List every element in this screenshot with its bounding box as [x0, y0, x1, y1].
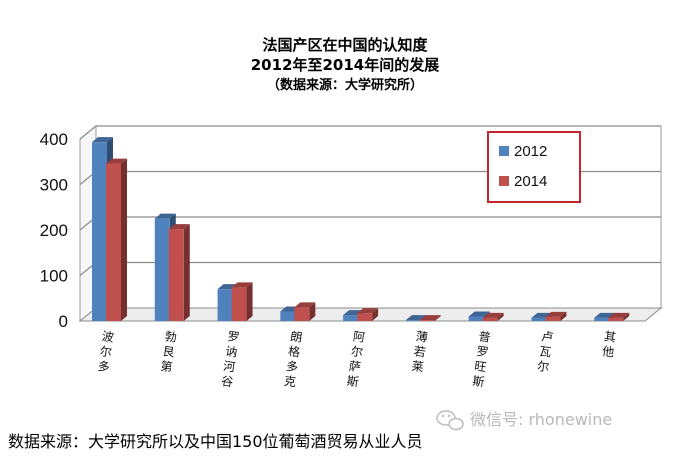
- bar-2014-6: [419, 315, 441, 321]
- x-tick-label: 罗讷河谷: [220, 329, 240, 389]
- bar-top: [545, 311, 567, 317]
- bar-side: [309, 302, 316, 321]
- bar-side: [183, 224, 190, 321]
- bar-top: [294, 302, 316, 308]
- bar-front: [608, 317, 624, 321]
- bar-front: [217, 289, 233, 321]
- bar-front: [357, 313, 373, 321]
- gridline: [79, 125, 661, 140]
- x-tick-label: 勃艮第: [160, 329, 178, 374]
- bar-front: [594, 317, 610, 321]
- bar-top: [482, 312, 504, 318]
- y-tick-label: 100: [40, 267, 68, 286]
- bar-front: [545, 316, 561, 321]
- x-tick-label: 卢瓦尔: [536, 328, 554, 374]
- x-tick-label: 朗格多克: [283, 329, 303, 389]
- bar-front: [531, 317, 547, 321]
- bar-top: [92, 137, 113, 143]
- legend-label-2012: 2012: [514, 143, 547, 160]
- bar-front: [168, 229, 184, 321]
- bar-side: [372, 308, 379, 321]
- chart-title: 法国产区在中国的认知度: [262, 36, 428, 54]
- bar-front: [482, 317, 498, 321]
- watermark-text: 微信号: rhonewine: [470, 410, 612, 429]
- legend-box: [487, 131, 581, 203]
- y-axis-ticks: 0 100 200 300 400: [40, 130, 68, 331]
- y-tick-label: 400: [40, 130, 68, 149]
- y-tick-label: 200: [40, 221, 68, 240]
- bar-2014-5: [357, 308, 379, 321]
- legend-swatch-2014: [499, 176, 509, 186]
- bar-front: [294, 307, 310, 321]
- y-tick-label: 300: [40, 176, 68, 195]
- bar-side: [623, 312, 630, 321]
- bar-front: [405, 320, 421, 321]
- bars: [92, 137, 630, 321]
- bar-2014-1: [106, 158, 127, 321]
- bar-2014-9: [608, 312, 630, 321]
- bar-side: [560, 311, 567, 321]
- x-axis-labels: 波尔多 勃艮第 罗讷河谷 朗格多克 阿尔萨斯 薄若莱 普罗旺斯 卢瓦尔 其他: [97, 328, 617, 389]
- bar-2014-2: [168, 224, 190, 321]
- bar-front: [343, 315, 359, 321]
- chart-subtitle: 2012年至2014年间的发展: [251, 56, 440, 74]
- bar-2014-7: [482, 312, 504, 321]
- bar-2014-4: [294, 302, 316, 321]
- bar-top: [106, 158, 127, 164]
- bar-top: [468, 311, 490, 317]
- legend: 2012 2014: [487, 131, 581, 203]
- x-tick-label: 普罗旺斯: [471, 329, 491, 389]
- x-tick-label: 薄若莱: [411, 328, 429, 374]
- bar-front: [468, 316, 484, 321]
- x-tick-label: 其他: [601, 329, 617, 359]
- bar-front: [92, 142, 107, 321]
- legend-swatch-2012: [499, 146, 509, 156]
- bar-side: [121, 158, 127, 321]
- bar-side: [434, 315, 441, 321]
- bar-top: [154, 213, 176, 219]
- footer-source: 数据来源：大学研究所以及中国150位葡萄酒贸易从业人员: [8, 432, 423, 451]
- legend-label-2014: 2014: [514, 173, 547, 190]
- bar-top: [419, 315, 441, 321]
- bar-top: [231, 282, 253, 288]
- bar-2014-3: [231, 282, 253, 321]
- bar-side: [497, 312, 504, 321]
- bar-front: [231, 287, 247, 321]
- watermark: 微信号: rhonewine: [436, 410, 612, 431]
- bar-side: [246, 282, 253, 321]
- wechat-icon: [436, 410, 464, 431]
- bar-top: [357, 308, 379, 314]
- bar-front: [280, 311, 296, 321]
- bar-front: [419, 320, 435, 321]
- bar-front: [106, 163, 121, 321]
- bar-front: [154, 218, 170, 321]
- x-tick-label: 阿尔萨斯: [346, 329, 366, 389]
- chart-source-note: （数据来源：大学研究所）: [267, 77, 423, 93]
- bar-top: [608, 312, 630, 318]
- y-tick-label: 0: [59, 312, 68, 331]
- x-tick-label: 波尔多: [97, 329, 115, 374]
- bar-2014-8: [545, 311, 567, 321]
- bar-top: [168, 224, 190, 230]
